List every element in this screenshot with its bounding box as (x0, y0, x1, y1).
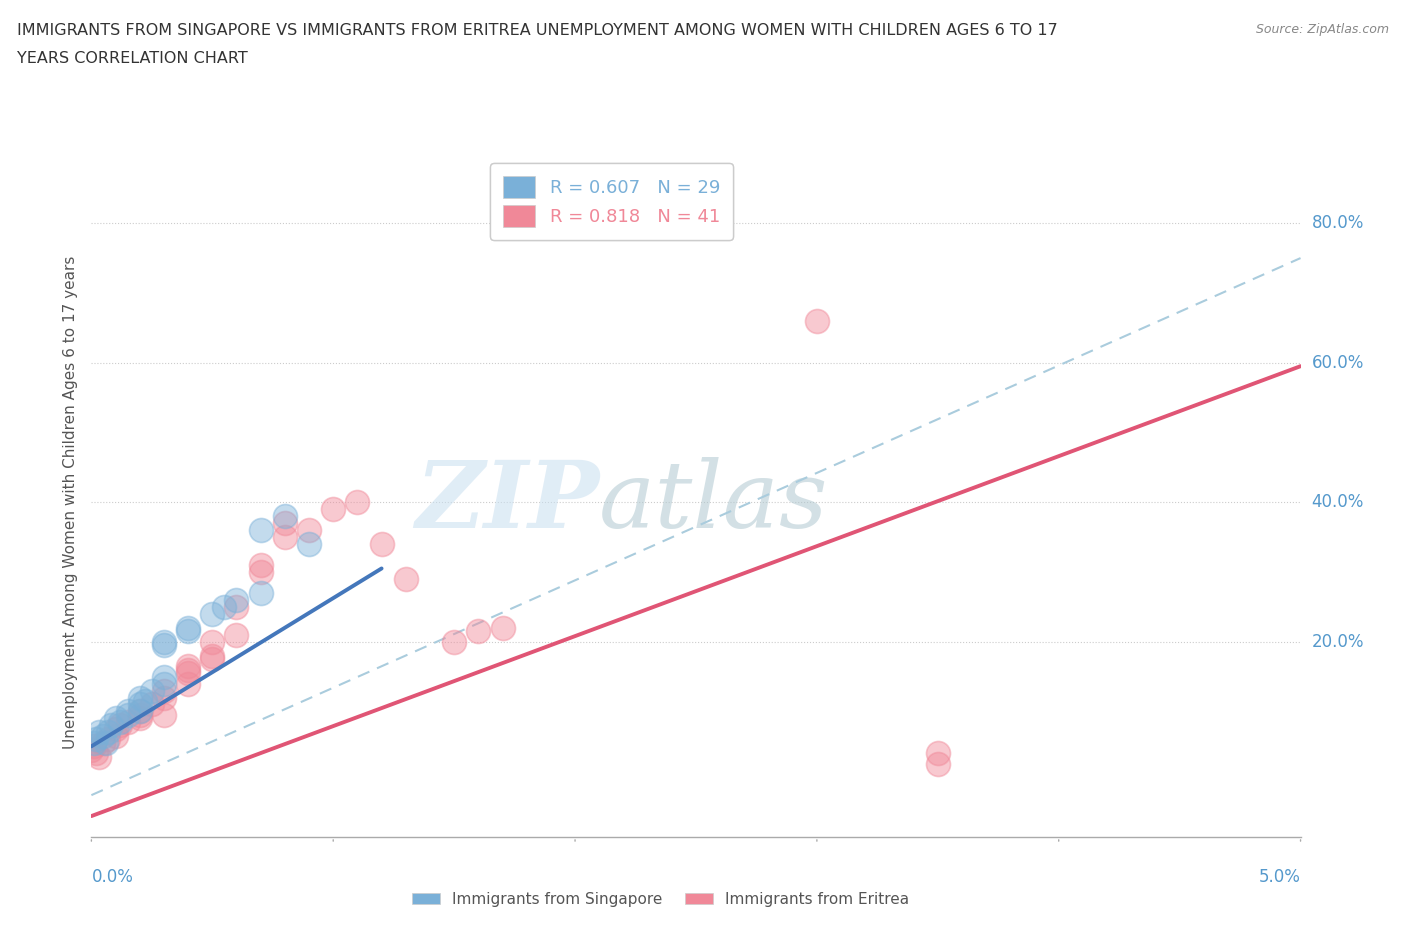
Point (134, 694, 156, 709)
Point (128, 711, 150, 725)
Text: 5.0%: 5.0% (1258, 868, 1301, 885)
Point (177, 676, 200, 691)
Point (177, 662, 200, 677)
Point (274, 509, 297, 524)
Text: IMMIGRANTS FROM SINGAPORE VS IMMIGRANTS FROM ERITREA UNEMPLOYMENT AMONG WOMEN WI: IMMIGRANTS FROM SINGAPORE VS IMMIGRANTS … (17, 23, 1057, 38)
Point (249, 558, 271, 573)
Point (153, 638, 176, 653)
Point (214, 600, 236, 615)
Point (467, 624, 489, 639)
Text: 20.0%: 20.0% (1312, 632, 1364, 651)
Point (249, 586, 271, 601)
Point (128, 708, 150, 723)
Point (80, 742, 103, 757)
Point (153, 670, 176, 684)
Point (110, 714, 132, 729)
Text: 40.0%: 40.0% (1312, 493, 1364, 512)
Point (84, 746, 107, 761)
Point (141, 698, 163, 712)
Point (104, 722, 127, 737)
Point (128, 690, 150, 705)
Point (225, 600, 247, 615)
Text: YEARS CORRELATION CHART: YEARS CORRELATION CHART (17, 51, 247, 66)
Point (177, 624, 200, 639)
Legend: R = 0.607   N = 29, R = 0.818   N = 41: R = 0.607 N = 29, R = 0.818 N = 41 (491, 163, 733, 240)
Point (274, 530, 297, 545)
Point (83, 738, 105, 753)
Point (370, 537, 392, 551)
Point (927, 746, 949, 761)
Text: 0.0%: 0.0% (91, 868, 134, 885)
Point (117, 704, 139, 719)
Point (128, 698, 150, 712)
Point (346, 495, 368, 510)
Point (201, 652, 224, 667)
Point (153, 690, 176, 705)
Point (201, 634, 224, 649)
Point (153, 683, 176, 698)
Point (298, 523, 321, 538)
Point (141, 683, 163, 698)
Text: 60.0%: 60.0% (1312, 353, 1364, 372)
Point (395, 571, 418, 587)
Text: atlas: atlas (599, 458, 828, 547)
Point (225, 592, 247, 607)
Point (100, 718, 122, 733)
Point (249, 523, 271, 538)
Point (201, 606, 224, 621)
Point (274, 515, 297, 530)
Point (806, 313, 828, 328)
Point (177, 666, 200, 681)
Point (94, 736, 117, 751)
Point (128, 704, 150, 719)
Point (87, 725, 110, 740)
Point (93, 728, 115, 743)
Point (104, 711, 127, 725)
Point (104, 728, 127, 743)
Point (491, 620, 513, 635)
Y-axis label: Unemployment Among Women with Children Ages 6 to 17 years: Unemployment Among Women with Children A… (63, 256, 79, 749)
Point (249, 565, 271, 579)
Text: ZIP: ZIP (415, 458, 599, 547)
Point (84, 732, 107, 747)
Point (153, 676, 176, 691)
Point (117, 714, 139, 729)
Point (128, 704, 150, 719)
Point (110, 718, 132, 733)
Point (87, 750, 110, 764)
Point (201, 648, 224, 663)
Text: Source: ZipAtlas.com: Source: ZipAtlas.com (1256, 23, 1389, 36)
Point (153, 634, 176, 649)
Point (97, 725, 120, 740)
Point (97, 732, 120, 747)
Point (93, 736, 115, 751)
Point (177, 658, 200, 673)
Point (927, 756, 949, 771)
Point (225, 628, 247, 643)
Legend: Immigrants from Singapore, Immigrants from Eritrea: Immigrants from Singapore, Immigrants fr… (406, 886, 915, 913)
Point (153, 708, 176, 723)
Point (322, 502, 344, 517)
Point (177, 620, 200, 635)
Text: 80.0%: 80.0% (1312, 214, 1364, 232)
Point (298, 537, 321, 551)
Point (443, 634, 465, 649)
Point (117, 708, 139, 723)
Point (83, 736, 105, 751)
